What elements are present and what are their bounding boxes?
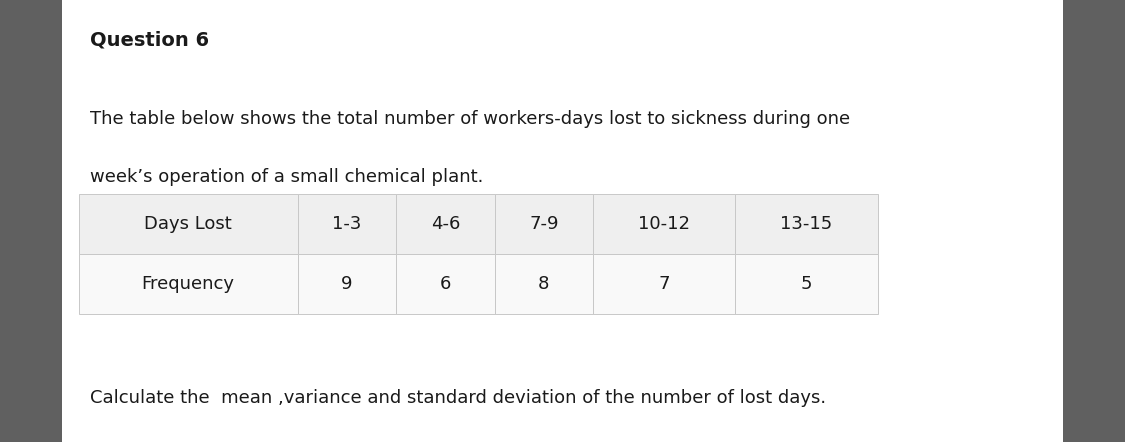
FancyBboxPatch shape [1063, 0, 1125, 442]
Text: 9: 9 [341, 275, 352, 293]
Text: 4-6: 4-6 [431, 215, 460, 233]
Text: The table below shows the total number of workers-days lost to sickness during o: The table below shows the total number o… [90, 110, 850, 129]
FancyBboxPatch shape [736, 194, 878, 254]
Text: Question 6: Question 6 [90, 31, 209, 50]
Text: 8: 8 [538, 275, 549, 293]
Text: Days Lost: Days Lost [144, 215, 232, 233]
FancyBboxPatch shape [495, 254, 593, 314]
FancyBboxPatch shape [79, 194, 298, 254]
FancyBboxPatch shape [396, 194, 495, 254]
FancyBboxPatch shape [593, 194, 736, 254]
Text: 7-9: 7-9 [529, 215, 558, 233]
Text: 7: 7 [658, 275, 669, 293]
FancyBboxPatch shape [593, 254, 736, 314]
FancyBboxPatch shape [736, 254, 878, 314]
Text: 1-3: 1-3 [332, 215, 361, 233]
FancyBboxPatch shape [495, 194, 593, 254]
Text: 5: 5 [801, 275, 812, 293]
FancyBboxPatch shape [79, 254, 298, 314]
Text: Calculate the  mean ,variance and standard deviation of the number of lost days.: Calculate the mean ,variance and standar… [90, 389, 826, 407]
Text: 6: 6 [440, 275, 451, 293]
FancyBboxPatch shape [298, 194, 396, 254]
FancyBboxPatch shape [298, 254, 396, 314]
Text: Frequency: Frequency [142, 275, 235, 293]
FancyBboxPatch shape [396, 254, 495, 314]
FancyBboxPatch shape [0, 0, 62, 442]
Text: 10-12: 10-12 [638, 215, 690, 233]
Text: week’s operation of a small chemical plant.: week’s operation of a small chemical pla… [90, 168, 484, 186]
Text: 13-15: 13-15 [781, 215, 832, 233]
